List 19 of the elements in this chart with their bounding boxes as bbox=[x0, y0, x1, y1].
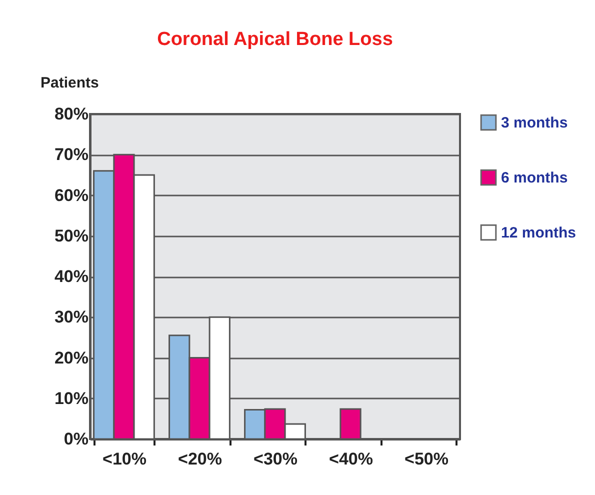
y-tick-label: 30% bbox=[54, 308, 88, 327]
legend-label: 3 months bbox=[501, 114, 568, 132]
y-tick-label: 20% bbox=[54, 348, 88, 368]
y-axis-title: Patients bbox=[40, 74, 99, 92]
y-tick-label: 10% bbox=[54, 388, 88, 408]
y-tick-label: 80% bbox=[54, 104, 88, 124]
x-tick-label: <10% bbox=[102, 450, 146, 468]
y-tick-label: 0% bbox=[64, 430, 88, 448]
x-tick-label: <30% bbox=[254, 450, 298, 468]
x-tick-label: <40% bbox=[329, 450, 373, 468]
chart-title: Coronal Apical Bone Loss bbox=[157, 29, 393, 50]
x-tick-label: <20% bbox=[178, 450, 222, 468]
y-tick-label: 70% bbox=[54, 145, 88, 164]
y-tick-label: 40% bbox=[54, 267, 88, 286]
y-tick-label: 60% bbox=[54, 186, 88, 205]
x-tick-label: <50% bbox=[404, 450, 448, 468]
legend-label: 6 months bbox=[501, 170, 568, 186]
legend-label: 12 months bbox=[501, 224, 576, 242]
y-tick-label: 50% bbox=[54, 226, 88, 246]
